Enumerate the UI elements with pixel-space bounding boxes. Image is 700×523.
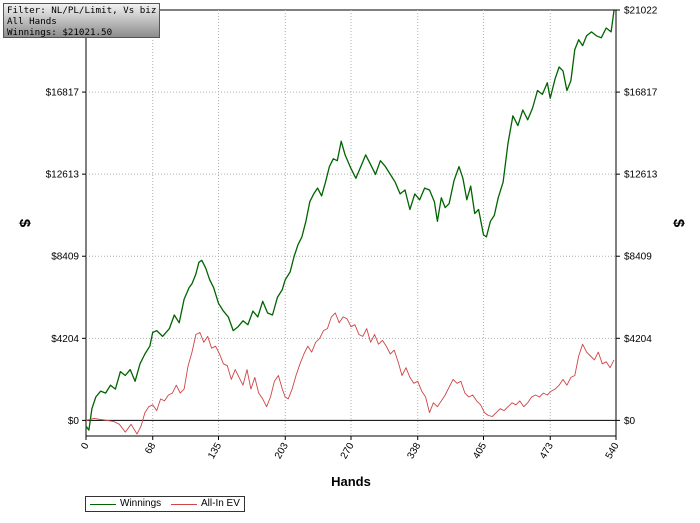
y-axis-left: $0$4204$8409$12613$16817$21022 xyxy=(46,6,86,427)
legend-label-winnings: Winnings xyxy=(120,498,162,509)
x-tick-label: 405 xyxy=(471,441,489,461)
y-axis-right: $0 $4204 $8409 $12613 $16817 $21022 xyxy=(616,6,658,427)
y-tick-label-right: $8409 xyxy=(624,252,652,263)
series-line-allin-ev xyxy=(85,312,615,435)
y-tick-label-right: $0 xyxy=(624,416,636,427)
filter-text: Filter: NL/PL/Limit, Vs bizithebest xyxy=(7,5,156,16)
series-layer xyxy=(85,10,615,435)
y-tick-label-right: $21022 xyxy=(624,6,658,17)
x-axis: 0 68 135 203 270 338 405 473 540 xyxy=(79,436,622,461)
hands-filter-text: All Hands xyxy=(7,16,57,27)
y-tick-label-left: $12613 xyxy=(46,170,80,181)
x-tick-label: 203 xyxy=(273,441,291,461)
y-axis-title-right: $ xyxy=(670,219,687,228)
x-tick-label: 270 xyxy=(339,441,357,461)
legend-label-allin-ev: All-In EV xyxy=(201,498,240,509)
y-tick-label-right: $4204 xyxy=(624,334,652,345)
legend-swatch-allin-ev xyxy=(171,504,197,505)
legend: Winnings All-In EV xyxy=(85,496,245,512)
legend-swatch-winnings xyxy=(90,504,116,505)
x-tick-label: 540 xyxy=(604,441,622,461)
winnings-total-text: Winnings: $21021.50 xyxy=(7,27,113,38)
y-tick-label-left: $8409 xyxy=(51,252,79,263)
x-axis-title: Hands xyxy=(331,474,371,489)
series-line-winnings xyxy=(85,10,615,431)
y-tick-label-left: $16817 xyxy=(46,88,80,99)
y-tick-label-right: $12613 xyxy=(624,170,658,181)
filter-info-box: Filter: NL/PL/Limit, Vs bizithebest All … xyxy=(3,3,160,38)
x-tick-label: 473 xyxy=(538,441,556,461)
x-tick-label: 135 xyxy=(206,441,224,461)
x-tick-label: 338 xyxy=(405,441,423,461)
y-tick-label-left: $0 xyxy=(68,416,80,427)
x-tick-label: 0 xyxy=(79,441,92,452)
x-tick-label: 68 xyxy=(143,441,158,457)
y-axis-title-left: $ xyxy=(16,219,33,228)
y-tick-label-right: $16817 xyxy=(624,88,658,99)
grid-lines xyxy=(86,10,616,436)
y-tick-label-left: $4204 xyxy=(51,334,79,345)
